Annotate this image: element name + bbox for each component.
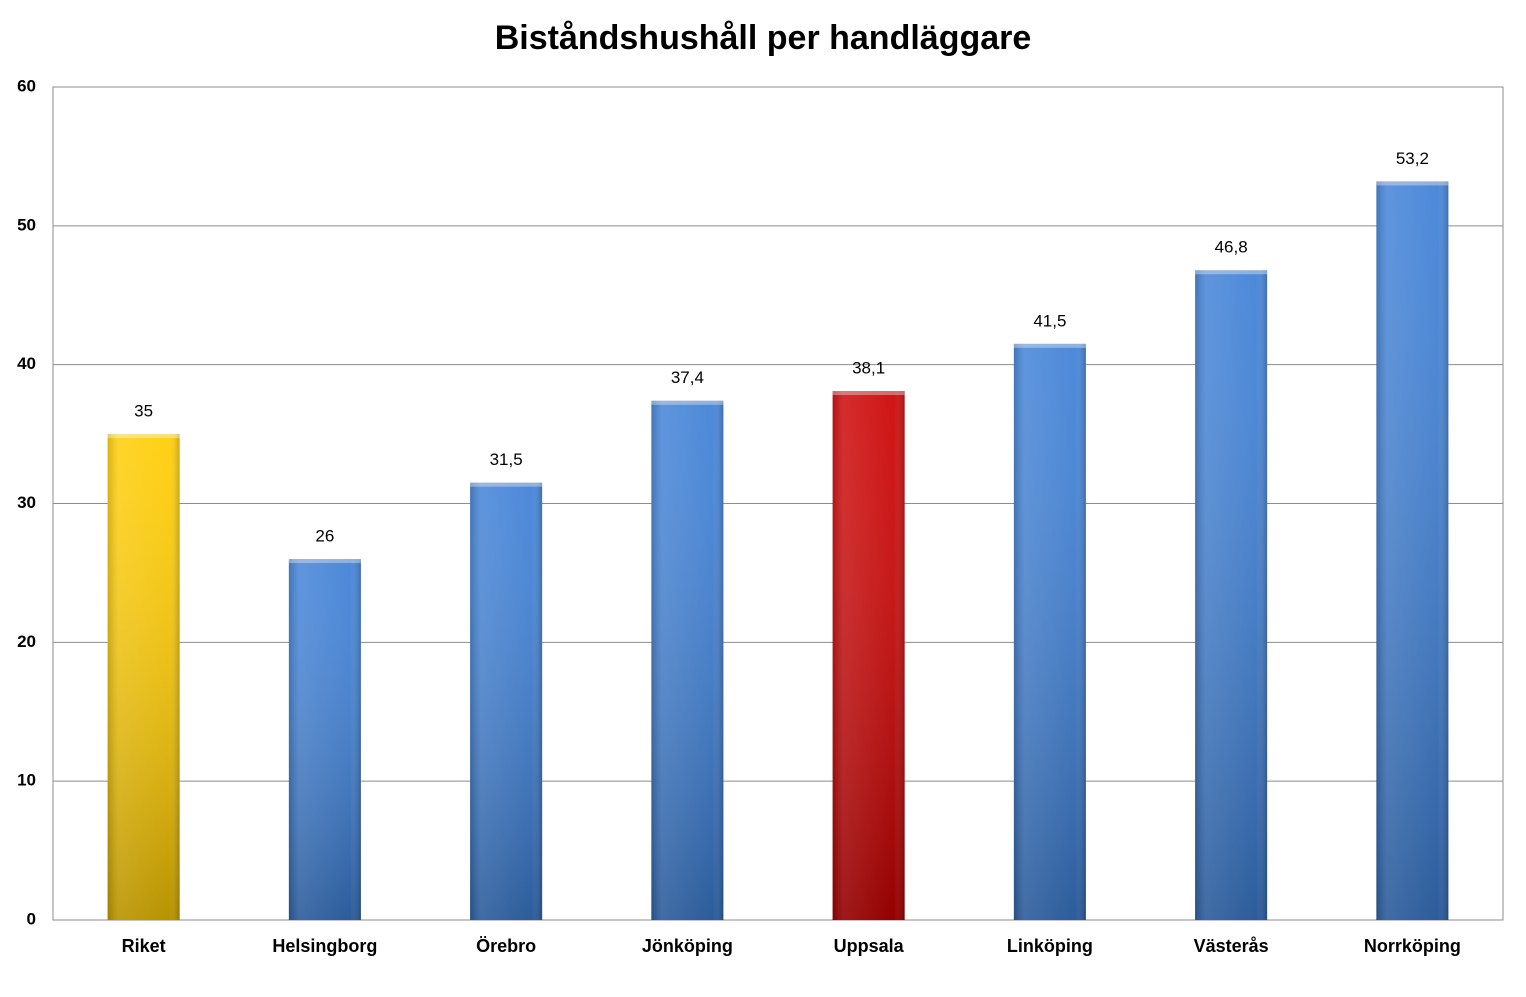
data-label: 38,1 [852,359,885,378]
bar-top [470,482,543,487]
data-label: 46,8 [1215,238,1248,257]
bar-edge [288,559,361,920]
x-tick-label: Linköping [1007,936,1093,956]
y-tick-label: 30 [17,493,36,512]
bar-top [832,391,905,396]
x-tick-label: Jönköping [642,936,733,956]
bar-top [288,559,361,564]
y-tick-label: 40 [17,354,36,373]
bar-edge [651,400,724,921]
bar-top [651,400,724,405]
bar-top [1195,270,1268,275]
bar-edge [832,391,905,920]
bar-edge [1376,181,1449,920]
y-tick-label: 20 [17,632,36,651]
x-tick-label: Helsingborg [272,936,377,956]
data-label: 53,2 [1396,149,1429,168]
bar-top [1376,181,1449,186]
y-tick-label: 60 [17,76,36,95]
y-tick-label: 0 [27,909,36,928]
data-label: 41,5 [1033,311,1066,330]
data-label: 35 [134,402,153,421]
y-tick-label: 50 [17,215,36,234]
x-tick-label: Uppsala [834,936,905,956]
x-tick-label: Riket [122,936,166,956]
y-tick-label: 10 [17,771,36,790]
data-label: 37,4 [671,368,704,387]
bar-top [1013,343,1086,348]
data-label: 26 [315,527,334,546]
chart-title: Biståndshushåll per handläggare [495,19,1032,57]
bar-edge [107,434,180,920]
bar-edge [470,482,543,920]
x-tick-label: Norrköping [1364,936,1461,956]
bar-edge [1013,343,1086,920]
bar-top [107,434,180,439]
x-tick-label: Västerås [1194,936,1269,956]
x-tick-label: Örebro [476,936,536,956]
data-label: 31,5 [490,450,523,469]
bar-edge [1195,270,1268,920]
